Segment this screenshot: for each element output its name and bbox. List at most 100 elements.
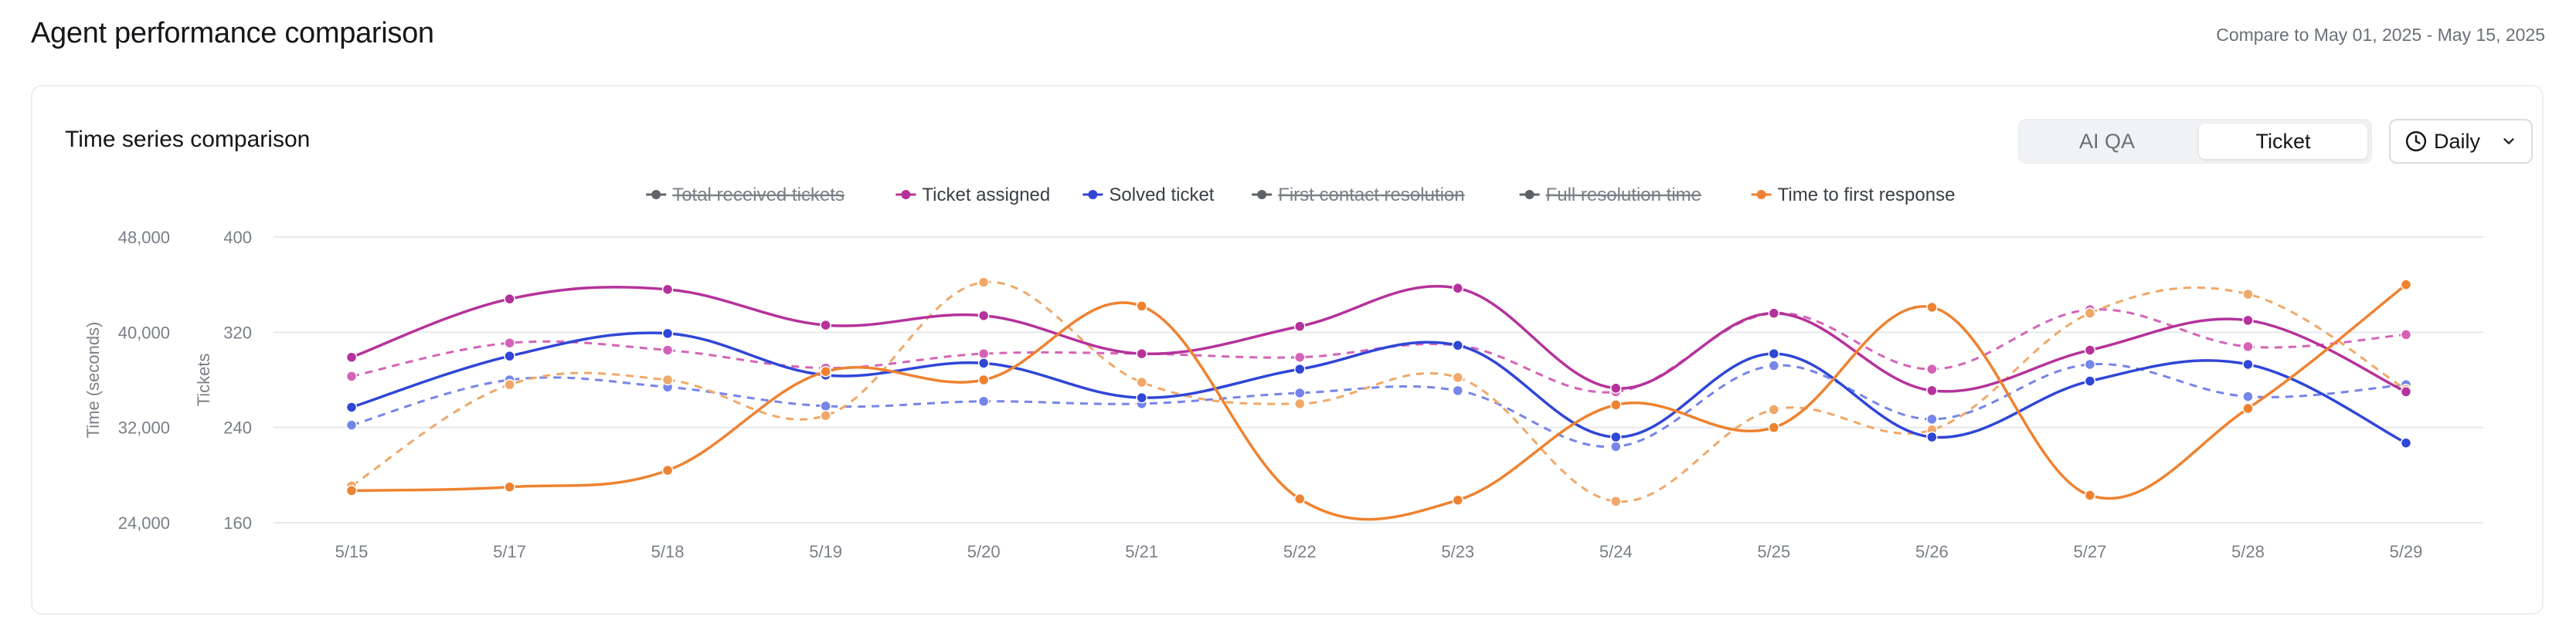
data-point-ticket-assigned-dashed xyxy=(977,347,990,360)
data-point-solved-ticket-dashed xyxy=(977,395,990,407)
data-point-time-to-first-response-solid xyxy=(345,485,358,496)
data-point-time-to-first-response-dashed xyxy=(1293,398,1306,410)
data-point-ticket-assigned-solid xyxy=(2400,386,2412,398)
data-point-ticket-assigned-solid xyxy=(1293,320,1306,332)
data-point-ticket-assigned-solid xyxy=(1452,283,1464,294)
y-left-tick-label: 24,000 xyxy=(118,513,170,533)
series-line-time-to-first-response-solid xyxy=(351,283,2408,521)
x-tick-label: 5/19 xyxy=(809,542,842,561)
data-point-solved-ticket-dashed xyxy=(1452,385,1464,397)
data-point-ticket-assigned-solid xyxy=(504,293,515,305)
data-point-solved-ticket-solid xyxy=(977,357,990,369)
legend-swatch-dot xyxy=(1257,190,1267,199)
data-point-solved-ticket-solid xyxy=(1293,363,1306,375)
x-tick-label: 5/23 xyxy=(1441,542,1474,561)
data-point-time-to-first-response-dashed xyxy=(1136,376,1147,388)
data-point-solved-ticket-dashed xyxy=(345,419,358,431)
data-point-solved-ticket-solid xyxy=(1926,431,1938,443)
period-dropdown[interactable]: Daily xyxy=(2389,119,2533,164)
data-point-ticket-assigned-solid xyxy=(345,351,358,363)
data-point-ticket-assigned-dashed xyxy=(661,344,674,356)
data-point-solved-ticket-dashed xyxy=(1610,441,1622,452)
data-point-ticket-assigned-solid xyxy=(661,283,674,296)
data-point-solved-ticket-solid xyxy=(1452,340,1464,351)
data-point-time-to-first-response-dashed xyxy=(2084,307,2096,319)
y-left-axis-title: Time (seconds) xyxy=(83,322,103,439)
data-point-time-to-first-response-solid xyxy=(2242,402,2254,415)
data-point-ticket-assigned-solid xyxy=(1610,382,1622,395)
y-left-tick-label: 40,000 xyxy=(118,323,170,342)
y-right-tick-label: 240 xyxy=(223,418,252,438)
data-point-time-to-first-response-solid xyxy=(1610,399,1622,411)
x-tick-label: 5/18 xyxy=(651,542,685,561)
data-point-ticket-assigned-solid xyxy=(2084,344,2096,356)
series-line-solved-ticket-solid xyxy=(351,331,2407,445)
data-point-ticket-assigned-solid xyxy=(1136,347,1147,360)
data-point-solved-ticket-solid xyxy=(1610,431,1622,443)
x-tick-label: 5/15 xyxy=(335,542,369,561)
chevron-down-icon xyxy=(2503,138,2514,144)
data-point-ticket-assigned-dashed xyxy=(1926,363,1938,375)
data-point-time-to-first-response-solid xyxy=(2084,490,2096,501)
clock-icon xyxy=(2405,130,2427,152)
legend-swatch-dot xyxy=(901,190,911,199)
data-point-time-to-first-response-dashed xyxy=(820,410,831,422)
x-tick-label: 5/22 xyxy=(1283,542,1317,561)
card-title: Time series comparison xyxy=(65,127,311,152)
data-point-solved-ticket-solid xyxy=(661,327,674,340)
data-point-time-to-first-response-dashed xyxy=(1452,371,1464,384)
data-point-ticket-assigned-solid xyxy=(977,310,990,321)
y-right-tick-label: 320 xyxy=(223,323,252,342)
time-series-card: Time series comparison AI QA Ticket Dail… xyxy=(31,85,2544,615)
x-tick-label: 5/26 xyxy=(1915,542,1949,561)
x-tick-label: 5/27 xyxy=(2074,542,2107,561)
data-point-time-to-first-response-solid xyxy=(820,365,831,378)
data-point-time-to-first-response-solid xyxy=(977,374,990,386)
data-point-solved-ticket-dashed xyxy=(1768,360,1780,371)
legend-swatch-dot xyxy=(651,190,661,199)
data-point-time-to-first-response-dashed xyxy=(977,276,990,288)
legend-item-label[interactable]: Time to first response xyxy=(1778,185,1956,205)
data-point-ticket-assigned-solid xyxy=(2242,314,2254,327)
data-point-time-to-first-response-solid xyxy=(1926,301,1938,313)
data-point-ticket-assigned-solid xyxy=(820,319,831,331)
y-right-tick-label: 400 xyxy=(223,228,252,247)
series-line-solved-ticket-dashed xyxy=(351,363,2407,449)
tab-ai-qa[interactable]: AI QA xyxy=(2023,124,2191,159)
series-line-time-to-first-response-dashed xyxy=(351,280,2407,503)
data-point-time-to-first-response-solid xyxy=(1768,422,1780,433)
data-point-time-to-first-response-dashed xyxy=(504,378,515,391)
legend-item-label[interactable]: Full resolution time xyxy=(1546,185,1701,205)
line-chart: 48,000 40,000 32,000 24,000 400 320 240 160 Time… xyxy=(83,185,2483,561)
period-label: Daily xyxy=(2434,129,2481,153)
data-point-ticket-assigned-solid xyxy=(1926,385,1938,397)
legend-item-label[interactable]: Ticket assigned xyxy=(922,185,1050,205)
x-tick-label: 5/21 xyxy=(1125,542,1158,561)
data-point-solved-ticket-solid xyxy=(2242,358,2254,371)
x-tick-label: 5/24 xyxy=(1599,542,1633,561)
data-point-time-to-first-response-dashed xyxy=(1610,496,1622,507)
data-point-ticket-assigned-dashed xyxy=(504,337,515,349)
legend-swatch-dot xyxy=(1524,190,1534,199)
legend-item-label[interactable]: First contact resolution xyxy=(1278,185,1464,205)
y-left-tick-label: 48,000 xyxy=(118,228,170,247)
data-point-time-to-first-response-solid xyxy=(1293,493,1306,505)
data-point-ticket-assigned-dashed xyxy=(2242,341,2254,353)
x-tick-label: 5/17 xyxy=(493,542,526,561)
legend-item-label[interactable]: Total received tickets xyxy=(672,185,845,205)
data-point-solved-ticket-solid xyxy=(1136,391,1147,404)
data-point-solved-ticket-dashed xyxy=(1293,387,1306,399)
legend-item-label[interactable]: Solved ticket xyxy=(1109,185,1214,205)
legend-swatch-dot xyxy=(1756,190,1766,199)
data-point-solved-ticket-solid xyxy=(2084,375,2096,387)
data-point-solved-ticket-dashed xyxy=(2084,358,2096,371)
series-line-ticket-assigned-solid xyxy=(351,284,2407,394)
y-left-tick-label: 32,000 xyxy=(118,418,170,438)
data-point-time-to-first-response-solid xyxy=(504,481,515,493)
data-point-solved-ticket-solid xyxy=(2400,437,2412,449)
x-tick-label: 5/29 xyxy=(2390,542,2423,561)
data-point-time-to-first-response-solid xyxy=(661,464,674,476)
tab-ticket[interactable]: Ticket xyxy=(2199,124,2367,159)
data-point-time-to-first-response-solid xyxy=(1136,300,1147,312)
data-point-time-to-first-response-solid xyxy=(2400,279,2412,290)
